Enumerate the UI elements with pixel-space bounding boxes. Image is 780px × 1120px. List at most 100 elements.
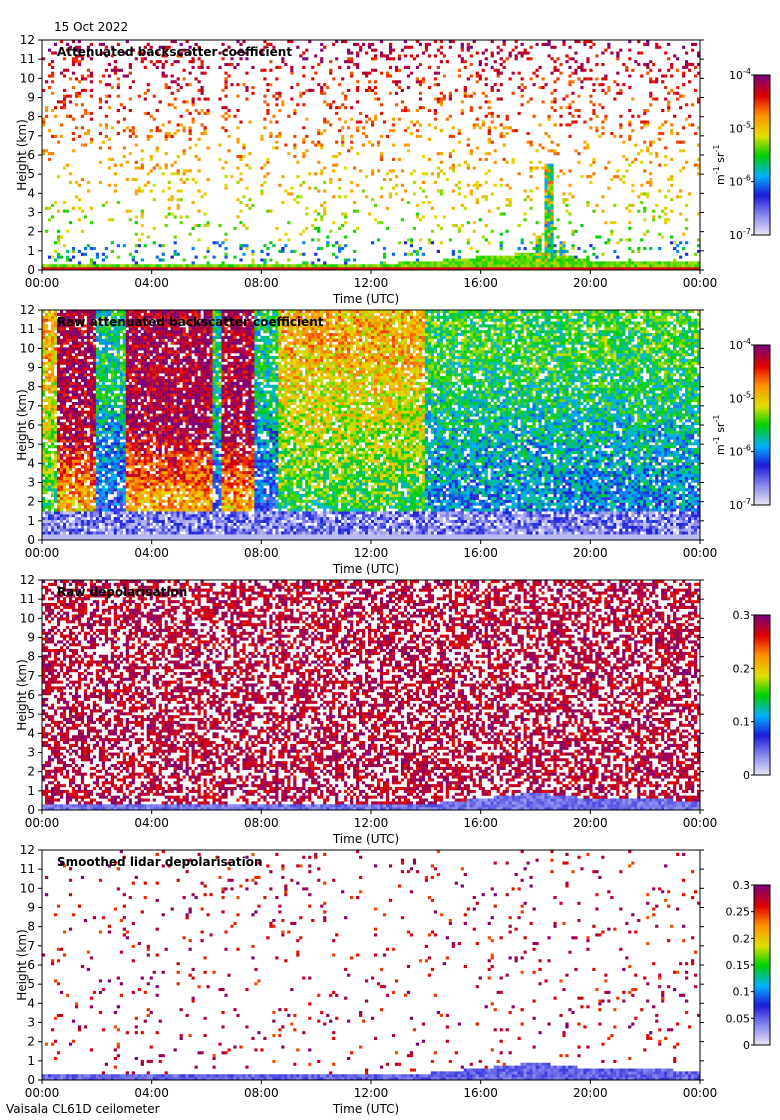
- heatmap-cell: [50, 422, 55, 426]
- heatmap-cell: [538, 258, 542, 262]
- heatmap-cell: [182, 264, 186, 268]
- heatmap-cell: [406, 126, 411, 130]
- heatmap-cell: [125, 40, 129, 44]
- heatmap-cell: [661, 80, 665, 84]
- heatmap-cell: [619, 178, 623, 182]
- heatmap-cell: [47, 468, 52, 472]
- heatmap-cell: [332, 195, 336, 199]
- heatmap-cell: [547, 195, 551, 199]
- heatmap-cell: [53, 361, 58, 365]
- heatmap-cell: [275, 97, 279, 101]
- heatmap-cell: [224, 111, 228, 115]
- heatmap-cell: [445, 60, 449, 64]
- heatmap-cell: [83, 396, 88, 400]
- heatmap-cell: [59, 404, 64, 408]
- heatmap-cell: [56, 496, 61, 500]
- heatmap-cell: [412, 57, 417, 61]
- heatmap-cell: [400, 169, 405, 173]
- heatmap-cell: [110, 393, 114, 397]
- heatmap-cell: [47, 459, 52, 463]
- heatmap-cell: [496, 51, 500, 55]
- heatmap-cell: [520, 264, 524, 268]
- heatmap-cell: [122, 459, 126, 463]
- colorbar-segment: [754, 163, 770, 166]
- heatmap-cell: [568, 255, 572, 259]
- heatmap-cell: [601, 261, 605, 265]
- heatmap-cell: [532, 255, 536, 259]
- heatmap-cell: [484, 238, 488, 242]
- heatmap-cell: [62, 482, 67, 486]
- heatmap-cell: [119, 356, 123, 360]
- heatmap-cell: [239, 247, 243, 251]
- heatmap-cell: [508, 203, 512, 207]
- heatmap-cell: [538, 244, 542, 248]
- heatmap-cell: [47, 48, 52, 52]
- heatmap-cell: [385, 172, 390, 176]
- heatmap-cell: [499, 255, 503, 259]
- heatmap-cell: [134, 261, 138, 265]
- heatmap-cell: [71, 117, 76, 121]
- heatmap-cell: [197, 264, 201, 268]
- heatmap-cell: [338, 247, 342, 251]
- heatmap-cell: [74, 519, 79, 523]
- heatmap-cell: [42, 465, 46, 469]
- heatmap-cell: [116, 396, 120, 400]
- heatmap-cell: [514, 255, 518, 259]
- heatmap-cell: [110, 321, 114, 325]
- heatmap-cell: [302, 180, 306, 184]
- heatmap-cell: [550, 189, 554, 193]
- heatmap-cell: [42, 353, 46, 357]
- heatmap-cell: [182, 77, 186, 81]
- heatmap-cell: [101, 439, 106, 443]
- heatmap-cell: [517, 224, 521, 228]
- heatmap-cell: [53, 488, 58, 492]
- heatmap-cell: [50, 511, 55, 515]
- heatmap-cell: [101, 361, 106, 365]
- heatmap-cell: [122, 117, 126, 121]
- heatmap-cell: [517, 86, 521, 90]
- heatmap-cell: [122, 479, 126, 483]
- heatmap-cell: [89, 324, 94, 328]
- heatmap-cell: [119, 459, 123, 463]
- heatmap-cell: [110, 485, 114, 489]
- heatmap-cell: [302, 252, 306, 256]
- heatmap-cell: [77, 399, 82, 403]
- heatmap-cell: [523, 264, 527, 268]
- heatmap-cell: [104, 321, 108, 325]
- heatmap-cell: [236, 215, 240, 219]
- heatmap-cell: [65, 310, 70, 314]
- heatmap-cell: [80, 528, 85, 532]
- heatmap-cell: [320, 264, 324, 268]
- heatmap-cell: [128, 109, 132, 113]
- heatmap-cell: [74, 54, 79, 58]
- heatmap-cell: [80, 499, 85, 503]
- heatmap-cell: [457, 180, 461, 184]
- heatmap-cell: [44, 114, 49, 118]
- heatmap-cell: [646, 146, 650, 150]
- heatmap-cell: [505, 198, 509, 202]
- heatmap-cell: [68, 442, 73, 446]
- heatmap-cell: [406, 45, 411, 49]
- heatmap-cell: [95, 413, 100, 417]
- heatmap-cell: [74, 91, 79, 95]
- heatmap-cell: [65, 413, 70, 417]
- heatmap-cell: [119, 390, 123, 394]
- heatmap-cell: [119, 324, 123, 328]
- heatmap-cell: [164, 132, 168, 136]
- heatmap-cell: [667, 261, 671, 265]
- heatmap-cell: [406, 74, 411, 78]
- heatmap-cell: [146, 51, 150, 55]
- heatmap-cell: [71, 413, 76, 417]
- heatmap-cell: [643, 109, 647, 113]
- heatmap-cell: [47, 255, 52, 259]
- heatmap-cell: [56, 445, 61, 449]
- heatmap-cell: [74, 356, 79, 360]
- heatmap-cell: [71, 321, 76, 325]
- heatmap-cell: [269, 264, 273, 268]
- heatmap-cell: [421, 264, 426, 268]
- heatmap-cell: [95, 508, 100, 512]
- heatmap-cell: [42, 356, 46, 360]
- heatmap-cell: [499, 258, 503, 262]
- heatmap-cell: [92, 247, 97, 251]
- heatmap-cell: [143, 264, 147, 268]
